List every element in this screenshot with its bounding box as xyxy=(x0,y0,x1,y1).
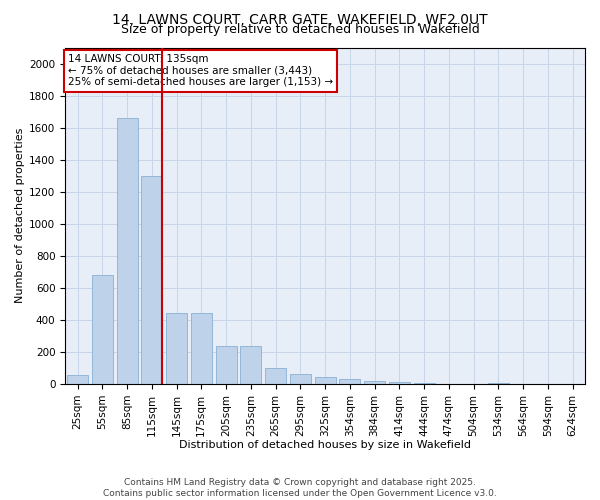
Bar xyxy=(116,118,137,384)
Bar xyxy=(141,176,163,384)
Text: 14, LAWNS COURT, CARR GATE, WAKEFIELD, WF2 0UT: 14, LAWNS COURT, CARR GATE, WAKEFIELD, W… xyxy=(112,12,488,26)
Bar xyxy=(215,346,236,384)
Bar xyxy=(67,375,88,384)
Bar xyxy=(290,374,311,384)
Bar xyxy=(488,382,509,384)
Bar xyxy=(364,381,385,384)
Bar xyxy=(92,275,113,384)
Bar xyxy=(413,382,434,384)
Bar xyxy=(389,382,410,384)
Bar xyxy=(340,380,361,384)
Bar xyxy=(265,368,286,384)
Bar xyxy=(191,314,212,384)
Text: Size of property relative to detached houses in Wakefield: Size of property relative to detached ho… xyxy=(121,22,479,36)
X-axis label: Distribution of detached houses by size in Wakefield: Distribution of detached houses by size … xyxy=(179,440,471,450)
Bar xyxy=(314,377,335,384)
Text: Contains HM Land Registry data © Crown copyright and database right 2025.
Contai: Contains HM Land Registry data © Crown c… xyxy=(103,478,497,498)
Text: 14 LAWNS COURT: 135sqm
← 75% of detached houses are smaller (3,443)
25% of semi-: 14 LAWNS COURT: 135sqm ← 75% of detached… xyxy=(68,54,333,88)
Bar xyxy=(166,314,187,384)
Y-axis label: Number of detached properties: Number of detached properties xyxy=(15,128,25,304)
Bar xyxy=(240,346,262,384)
